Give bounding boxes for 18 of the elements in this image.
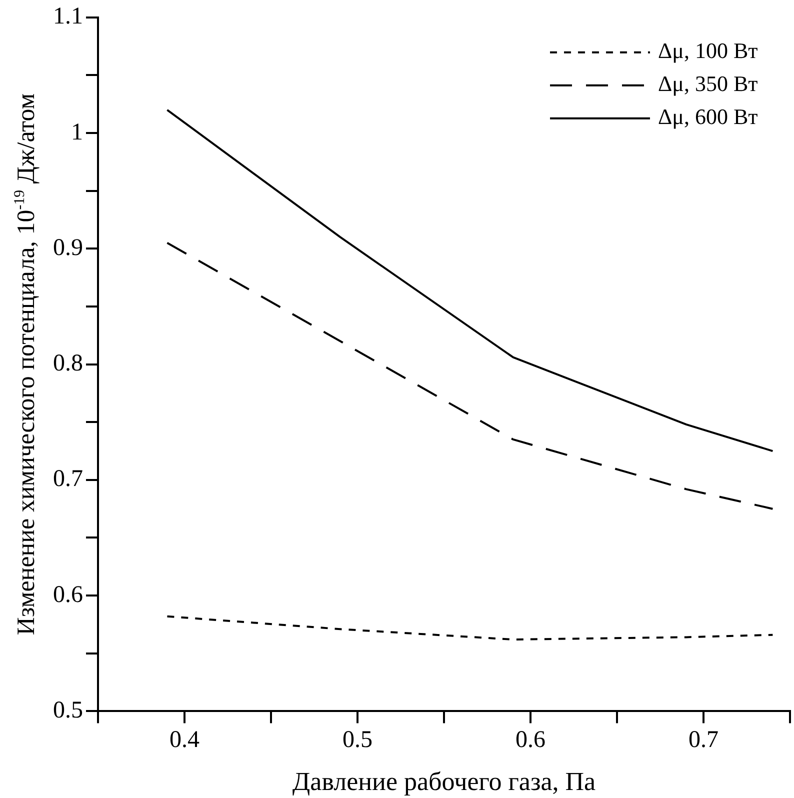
y-tick-label: 0.7 — [53, 466, 83, 492]
y-tick-label: 0.9 — [53, 234, 83, 261]
legend-label: Δμ, 350 Вт — [658, 71, 758, 96]
legend-label: Δμ, 100 Вт — [658, 38, 758, 64]
x-tick-label: 0.4 — [170, 726, 200, 753]
y-tick-label: 0.5 — [53, 697, 83, 724]
legend-label: Δμ, 600 Вт — [658, 104, 758, 130]
x-tick-label: 0.6 — [516, 726, 546, 753]
y-tick-label: 1 — [71, 119, 83, 146]
y-tick-label: 0.6 — [53, 582, 83, 608]
y-tick-label: 1.1 — [53, 4, 83, 30]
y-tick-label: 0.8 — [53, 350, 83, 377]
x-tick-label: 0.7 — [688, 726, 718, 753]
x-axis-title: Давление рабочего газа, Па — [292, 767, 596, 796]
y-axis-title: Изменение химического потенциала, 10-19 Дж/атом — [12, 93, 40, 636]
line-series — [166, 615, 774, 641]
line-series — [166, 242, 774, 510]
x-tick-label: 0.5 — [342, 726, 372, 753]
